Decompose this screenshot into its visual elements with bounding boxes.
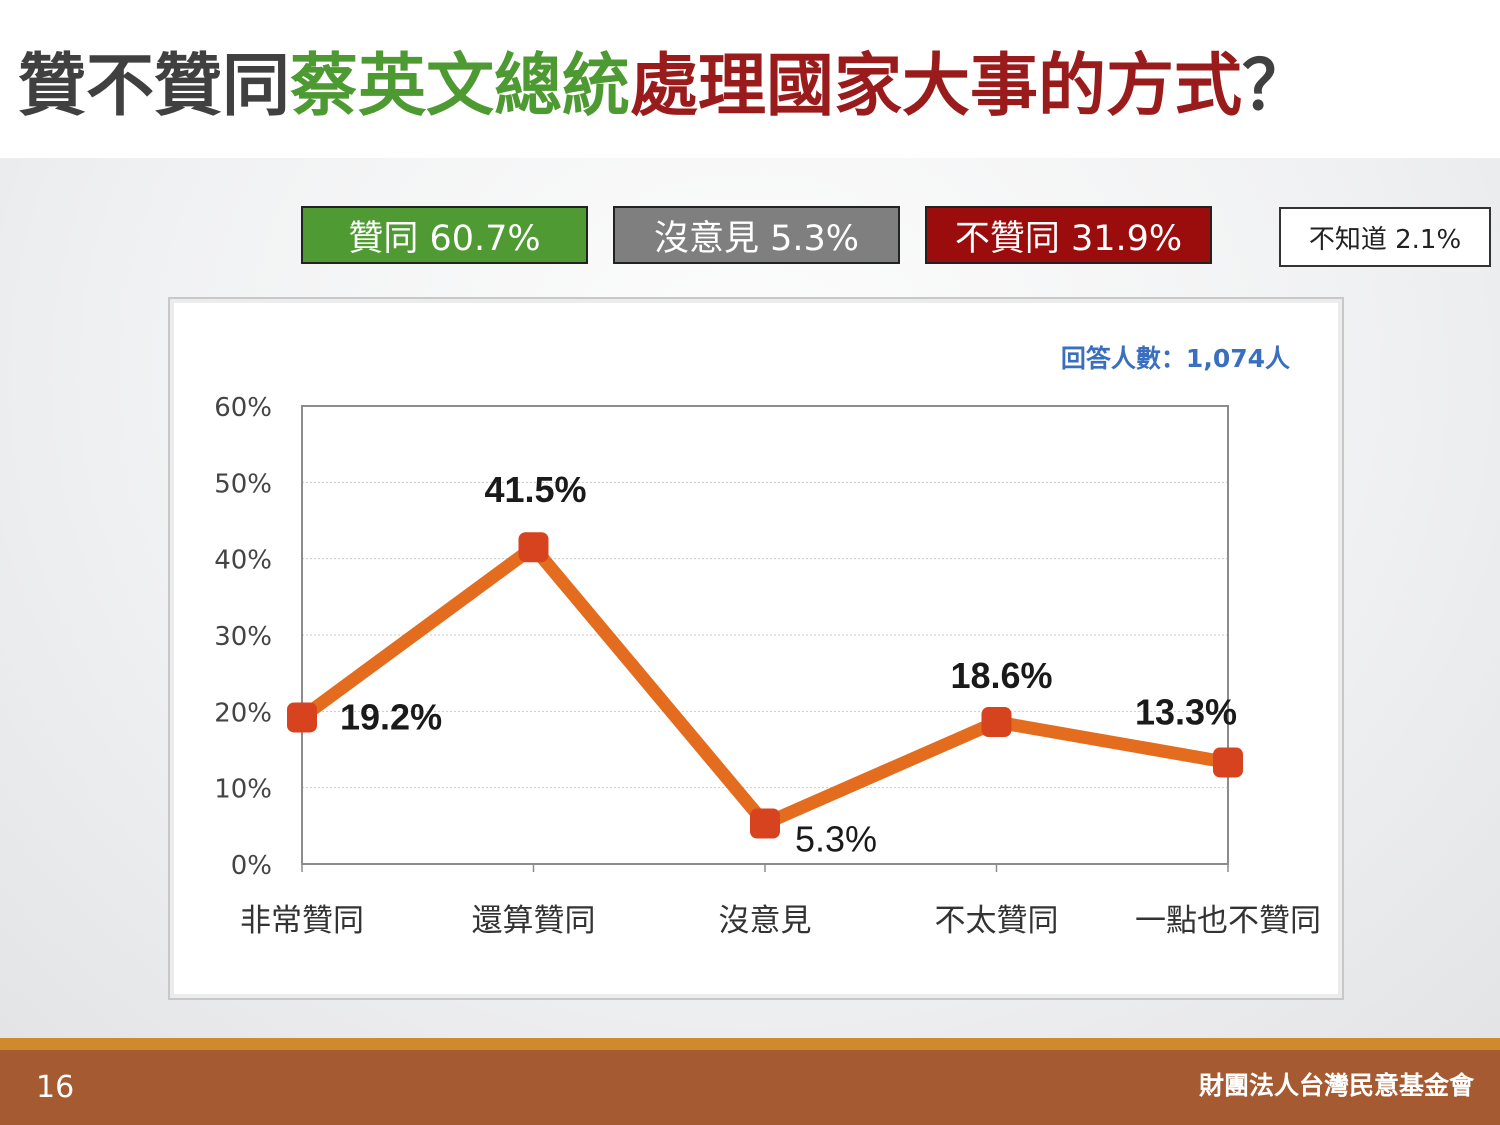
title-part-topic: 處理國家大事的方式	[630, 47, 1243, 126]
data-label: 41.5%	[484, 469, 586, 510]
legend-disapprove: 不贊同 31.9%	[925, 206, 1212, 264]
legend-neutral: 沒意見 5.3%	[613, 206, 900, 264]
x-axis-ticks: 非常贊同 還算贊同 沒意見 不太贊同 一點也不贊同	[240, 864, 1321, 939]
chart-frame: 0% 10% 20% 30% 40% 50% 60% 非常贊同 還算贊同 沒意見 不太贊同 一點也不…	[168, 297, 1344, 1000]
data-labels: 19.2% 41.5% 5.3% 18.6% 13.3%	[340, 469, 1237, 859]
title-part-1: 贊不贊同	[18, 47, 291, 126]
y-tick-label: 10%	[214, 775, 272, 805]
data-point-marker	[981, 707, 1012, 738]
line-chart: 0% 10% 20% 30% 40% 50% 60% 非常贊同 還算贊同 沒意見 不太贊同 一點也不…	[214, 344, 1321, 939]
data-label: 5.3%	[795, 819, 877, 860]
plot-area-border	[301, 405, 1229, 865]
x-tick-label: 沒意見	[719, 903, 812, 939]
footer-accent-line	[0, 1038, 1500, 1050]
title-part-president: 蔡英文總統	[290, 47, 631, 126]
y-tick-label: 20%	[214, 698, 272, 728]
data-point-marker	[750, 808, 780, 839]
data-label: 13.3%	[1135, 691, 1237, 732]
data-point-marker	[518, 532, 549, 563]
y-tick-label: 50%	[214, 469, 272, 499]
data-point-marker	[287, 702, 317, 733]
y-tick-label: 30%	[214, 622, 272, 652]
slide-title: 贊不贊同蔡英文總統處理國家大事的方式？	[18, 42, 1310, 132]
x-tick-label: 一點也不贊同	[1135, 903, 1321, 939]
y-tick-label: 60%	[214, 393, 272, 423]
x-tick-label: 不太贊同	[935, 903, 1059, 939]
y-axis-ticks: 0% 10% 20% 30% 40% 50% 60%	[214, 393, 272, 881]
y-tick-label: 40%	[214, 546, 272, 576]
footer-bar	[0, 1050, 1500, 1125]
respondents-note: 回答人數：1,074人	[1061, 344, 1290, 373]
data-point-marker	[1213, 747, 1243, 778]
legend-approve: 贊同 60.7%	[301, 206, 588, 264]
data-label: 18.6%	[950, 655, 1052, 696]
legend-unknown: 不知道 2.1%	[1279, 207, 1491, 267]
x-tick-label: 還算贊同	[472, 903, 596, 939]
series-markers	[287, 532, 1243, 839]
y-tick-label: 0%	[231, 851, 272, 881]
data-label: 19.2%	[340, 696, 442, 737]
organization-name: 財團法人台灣民意基金會	[1198, 1071, 1474, 1100]
x-tick-label: 非常贊同	[240, 903, 364, 939]
title-part-question-mark: ？	[1242, 47, 1311, 126]
page-number: 16	[36, 1070, 75, 1105]
series-line	[298, 540, 1230, 831]
title-bar: 贊不贊同蔡英文總統處理國家大事的方式？	[0, 0, 1500, 158]
